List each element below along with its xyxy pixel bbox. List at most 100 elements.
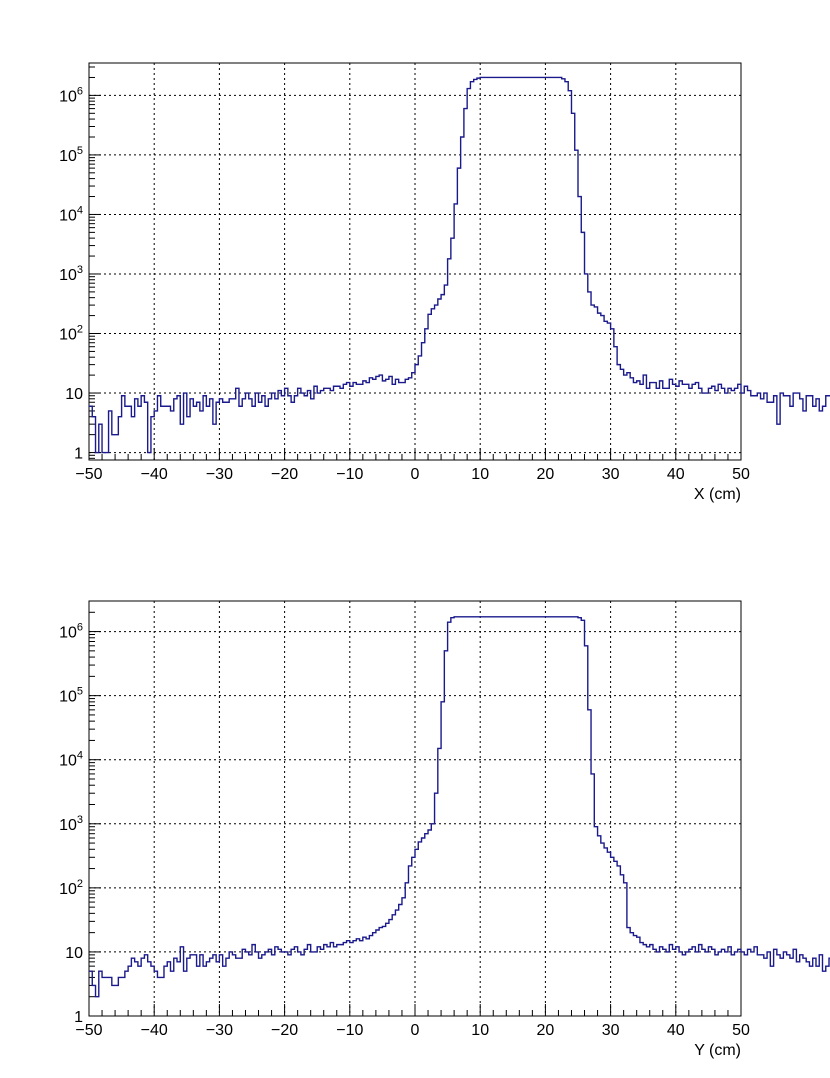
histogram-bin (454, 204, 457, 460)
histogram-bin (523, 77, 526, 460)
histogram-bin (565, 82, 568, 460)
histogram-bin (663, 949, 666, 1016)
histogram-bin (190, 955, 193, 1016)
histogram-bin (376, 930, 379, 1016)
histogram-bin (353, 383, 356, 460)
histogram-bin (646, 947, 649, 1016)
histogram-bin (304, 949, 307, 1016)
histogram-bin (177, 962, 180, 1016)
histogram-bin (438, 299, 441, 460)
y-ticks: 1 10 102 103 104 105 106 (59, 600, 101, 1026)
histogram-bin (197, 966, 200, 1016)
histogram-series (89, 76, 830, 460)
histogram-bin (350, 943, 353, 1016)
histogram-bin (620, 875, 623, 1016)
histogram-bin (144, 402, 147, 460)
histogram-bin (395, 910, 398, 1016)
histogram-bin (298, 952, 301, 1016)
histogram-bin (226, 402, 229, 460)
histogram-bin (630, 378, 633, 460)
x-tick-label: 0 (411, 466, 420, 483)
histogram-bin (568, 617, 571, 1016)
histogram-bin (395, 379, 398, 460)
histogram-bin (819, 955, 822, 1016)
y-tick-label: 102 (59, 878, 83, 898)
histogram-bin (122, 977, 125, 1016)
y-tick-label: 104 (59, 204, 83, 224)
histogram-bin (725, 393, 728, 460)
histogram-bin (118, 977, 121, 1016)
histogram-bin (301, 393, 304, 460)
histogram-bin (777, 424, 780, 460)
histogram-bin (320, 391, 323, 460)
x-tick-label: 40 (667, 1022, 685, 1039)
histogram-bin (415, 365, 418, 460)
histogram-bin (382, 926, 385, 1016)
histogram-bin (748, 949, 751, 1016)
histogram-bin (268, 949, 271, 1016)
y-ticks: 1 10 102 103 104 105 106 (59, 66, 101, 463)
histogram-bin (444, 285, 447, 460)
histogram-bin (744, 955, 747, 1016)
histogram-bin (532, 77, 535, 460)
histogram-bin (144, 955, 147, 1016)
histogram-bin (435, 793, 438, 1016)
histogram-bin (320, 949, 323, 1016)
histogram-bin (122, 396, 125, 460)
histogram-bin (422, 343, 425, 460)
histogram-bin (640, 943, 643, 1016)
histogram-bin (135, 962, 138, 1016)
histogram-bin (138, 406, 141, 460)
histogram-bin (562, 617, 565, 1016)
x-tick-label: −30 (206, 1022, 233, 1039)
histogram-bin (311, 952, 314, 1016)
histogram-bin (304, 396, 307, 460)
histogram-bin (640, 384, 643, 460)
histogram-bin (245, 952, 248, 1016)
histogram-bin (109, 411, 112, 460)
histogram-bin (611, 329, 614, 460)
x-axis-title: X (cm) (694, 486, 741, 503)
histogram-bin (369, 378, 372, 460)
histogram-bin (490, 617, 493, 1016)
histogram-bin (115, 435, 118, 460)
histogram-bin (526, 77, 529, 460)
histogram-bin (219, 399, 222, 460)
histogram-bin (350, 386, 353, 460)
histogram-bin (180, 424, 183, 460)
y-distribution-panel: −50 −40 −30 −20 −10 0 10 20 30 40 50 1 10 102 103 104 10… (59, 600, 830, 1059)
histogram-bin (477, 78, 480, 460)
histogram-bin (666, 388, 669, 460)
histogram-bin (242, 949, 245, 1016)
histogram-bin (151, 417, 154, 460)
histogram-bin (353, 941, 356, 1016)
histogram-bin (184, 971, 187, 1016)
histogram-bin (278, 391, 281, 460)
histogram-bin (200, 955, 203, 1016)
histogram-bin (457, 168, 460, 460)
histogram-bin (787, 955, 790, 1016)
histogram-bin (236, 958, 239, 1016)
histogram-bin (451, 618, 454, 1016)
histogram-bin (457, 617, 460, 1016)
histogram-bin (164, 966, 167, 1016)
histogram-bin (793, 393, 796, 460)
histogram-bin (125, 406, 128, 460)
histogram-bin (549, 617, 552, 1016)
histogram-bin (337, 945, 340, 1016)
histogram-bin (373, 933, 376, 1016)
histogram-bin (470, 617, 473, 1016)
histogram-bin (643, 375, 646, 460)
histogram-bin (112, 435, 115, 460)
histogram-bin (500, 617, 503, 1016)
histogram-bin (591, 774, 594, 1016)
histogram-bin (679, 381, 682, 460)
histogram-bin (210, 399, 213, 460)
histogram-bin (558, 617, 561, 1016)
histogram-bin (213, 424, 216, 460)
histogram-bin (780, 393, 783, 460)
y-tick-label: 106 (59, 85, 83, 105)
histogram-bin (519, 617, 522, 1016)
histogram-bin (754, 947, 757, 1016)
